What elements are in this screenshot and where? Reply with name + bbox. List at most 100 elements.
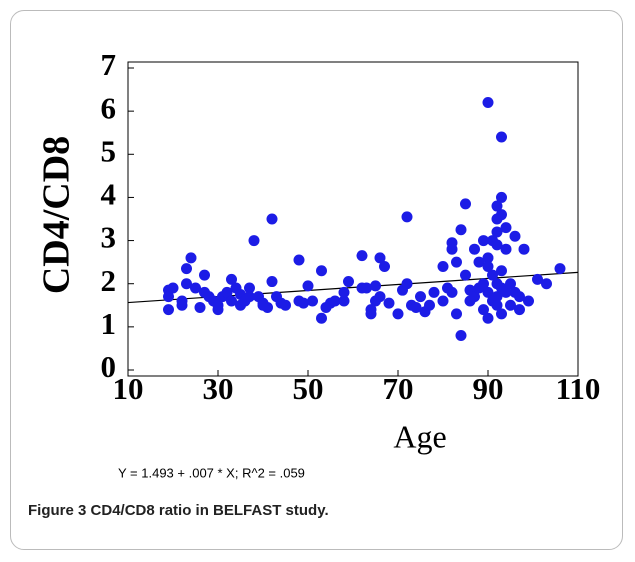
point [226,273,237,285]
point [280,299,291,311]
point [316,265,327,277]
point [478,304,489,316]
point [307,295,318,307]
point [343,276,354,288]
point [266,213,278,225]
point [244,282,255,294]
point [379,260,390,272]
y-tick-label: 0 [101,349,117,384]
point [176,295,188,307]
point [181,278,192,290]
y-tick-label: 7 [101,47,117,82]
point [167,282,179,294]
point [491,239,503,251]
point [266,276,278,288]
point [487,269,498,281]
point [478,278,489,290]
point [428,286,440,298]
point [496,308,507,320]
caption-label: Figure 3 [28,502,87,519]
point [374,252,386,264]
point [491,200,503,212]
point [446,237,458,249]
point [248,235,260,247]
point [199,269,210,281]
point [181,263,192,275]
point [415,291,426,303]
y-tick-label: 2 [101,263,117,298]
point [437,260,449,272]
y-tick-label: 1 [101,306,117,341]
point [370,280,381,292]
point [392,308,404,320]
point [163,304,174,316]
point [451,256,462,268]
point [500,286,512,298]
point [523,295,534,307]
point [482,260,494,272]
y-axis-label: CD4/CD8 [36,136,78,294]
point [163,291,174,303]
point [554,263,566,275]
point [446,286,458,298]
x-tick-label: 30 [203,371,234,406]
x-tick-label: 70 [383,371,414,406]
point [316,312,327,324]
point [469,291,480,303]
point [190,282,201,294]
point [212,299,224,311]
point [509,230,521,242]
point [496,191,507,203]
point [460,269,471,281]
point [500,222,512,234]
point [478,235,489,247]
point [262,301,273,313]
point [221,286,233,298]
point [374,291,386,303]
y-tick-label: 5 [101,133,117,168]
point [482,312,494,324]
caption-text: CD4/CD8 ratio in BELFAST study. [90,502,329,519]
point [514,291,525,303]
point [541,278,552,290]
x-tick-label: 50 [293,371,324,406]
figure-card [10,10,623,550]
x-tick-label: 90 [473,371,504,406]
point [361,282,372,294]
point [491,226,503,238]
point [455,329,467,341]
plot-frame [127,61,579,377]
point [424,299,435,311]
point [356,250,368,262]
x-tick-label: 10 [113,371,144,406]
y-tick-label: 3 [101,220,117,255]
point [194,301,206,313]
point [491,299,503,311]
annotation: Y = 1.493 + .007 * X; R^2 = .059 [118,465,305,480]
point [496,265,507,277]
point [460,198,471,210]
point [401,278,413,290]
chart: Age CD4/CD8 Y = 1.493 + .007 * X; R^2 = … [36,47,601,480]
point [437,295,449,307]
point [496,209,507,221]
x-axis-label: Age [393,418,446,454]
point [482,252,494,264]
point [532,273,543,285]
point [338,295,350,307]
point [338,286,350,298]
point [329,295,341,307]
point [491,291,503,303]
point [473,256,485,268]
point [518,243,530,255]
point [383,297,395,309]
point [226,295,237,307]
point [302,280,314,292]
caption: Figure 3 CD4/CD8 ratio in BELFAST study. [28,502,329,519]
point [505,278,516,290]
point [482,286,494,298]
point [455,224,467,236]
point [451,308,462,320]
point [293,254,305,266]
x-tick-label: 110 [556,371,601,406]
